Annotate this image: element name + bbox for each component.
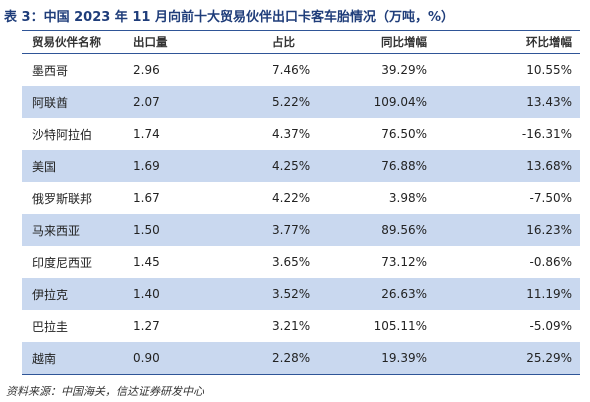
table-cell: 2.28% — [272, 351, 311, 365]
table-cell: 76.50% — [381, 127, 427, 141]
source-note: 资料来源：中国海关，信达证券研发中心 — [6, 385, 204, 398]
column-header: 环比增幅 — [526, 35, 572, 49]
column-header: 出口量 — [133, 35, 168, 49]
table-cell: 伊拉克 — [32, 287, 69, 302]
table-cell: 1.69 — [133, 159, 160, 173]
table-cell: 马来西亚 — [32, 223, 81, 238]
table-cell: 美国 — [32, 159, 57, 174]
header-row: 贸易伙伴名称 出口量 占比 同比增幅 环比增幅 — [22, 30, 580, 54]
table-cell: 1.27 — [133, 319, 160, 333]
table-cell: 俄罗斯联邦 — [32, 191, 93, 206]
table-cell: 10.55% — [526, 63, 572, 77]
table-cell: 沙特阿拉伯 — [32, 127, 93, 142]
table-row: 俄罗斯联邦 1.67 4.22% 3.98% -7.50% — [22, 182, 580, 214]
table-row: 越南 0.90 2.28% 19.39% 25.29% — [22, 342, 580, 375]
table-cell: 109.04% — [373, 95, 427, 109]
table-cell: 5.22% — [272, 95, 311, 109]
table-cell: 4.25% — [272, 159, 311, 173]
table-cell: 1.45 — [133, 255, 160, 269]
table-cell: 3.98% — [388, 191, 427, 205]
table-cell: 13.68% — [526, 159, 572, 173]
table-row: 阿联酋 2.07 5.22% 109.04% 13.43% — [22, 86, 580, 118]
table-cell: 3.77% — [272, 223, 311, 237]
table-cell: -7.50% — [529, 191, 572, 205]
table: 贸易伙伴名称 出口量 占比 同比增幅 环比增幅墨西哥 2.96 7.46% 39.29% 10.… — [22, 30, 580, 375]
table-cell: 4.37% — [272, 127, 311, 141]
column-header: 同比增幅 — [381, 35, 427, 49]
table-row: 墨西哥 2.96 7.46% 39.29% 10.55% — [22, 54, 580, 86]
table-cell: 105.11% — [373, 319, 427, 333]
table-cell: 3.52% — [272, 287, 311, 301]
table-cell: 13.43% — [526, 95, 572, 109]
table-cell: 73.12% — [381, 255, 427, 269]
table-title: 表 3：中国 2023 年 11 月向前十大贸易伙伴出口卡客车胎情况（万吨，%） — [4, 10, 454, 25]
table-cell: 1.50 — [133, 223, 160, 237]
table-cell: 阿联酋 — [32, 95, 69, 110]
table-cell: 1.67 — [133, 191, 160, 205]
table-row: 巴拉圭 1.27 3.21% 105.11% -5.09% — [22, 310, 580, 342]
table-cell: 巴拉圭 — [32, 319, 69, 334]
table-cell: -16.31% — [521, 127, 572, 141]
table-cell: 印度尼西亚 — [32, 255, 93, 270]
column-header: 占比 — [272, 35, 295, 49]
table-row: 沙特阿拉伯 1.74 4.37% 76.50% -16.31% — [22, 118, 580, 150]
table-cell: 0.90 — [133, 351, 160, 365]
table-cell: 2.07 — [133, 95, 160, 109]
table-row: 美国 1.69 4.25% 76.88% 13.68% — [22, 150, 580, 182]
table-cell: 26.63% — [381, 287, 427, 301]
table-row: 马来西亚 1.50 3.77% 89.56% 16.23% — [22, 214, 580, 246]
table-cell: 11.19% — [526, 287, 572, 301]
table-cell: 1.40 — [133, 287, 160, 301]
table-cell: 39.29% — [381, 63, 427, 77]
table-row: 伊拉克 1.40 3.52% 26.63% 11.19% — [22, 278, 580, 310]
table-row: 印度尼西亚 1.45 3.65% 73.12% -0.86% — [22, 246, 580, 278]
table-cell: 16.23% — [526, 223, 572, 237]
table-cell: 越南 — [32, 351, 57, 366]
table-cell: 墨西哥 — [32, 63, 69, 78]
table-cell: 7.46% — [272, 63, 311, 77]
table-cell: 1.74 — [133, 127, 160, 141]
table-cell: 4.22% — [272, 191, 311, 205]
table-cell: -0.86% — [529, 255, 572, 269]
table-cell: 25.29% — [526, 351, 572, 365]
table-cell: 2.96 — [133, 63, 160, 77]
table-cell: 3.65% — [272, 255, 311, 269]
table-cell: -5.09% — [529, 319, 572, 333]
column-header: 贸易伙伴名称 — [32, 35, 101, 49]
table-cell: 3.21% — [272, 319, 311, 333]
table-cell: 19.39% — [381, 351, 427, 365]
table-cell: 76.88% — [381, 159, 427, 173]
table-cell: 89.56% — [381, 223, 427, 237]
